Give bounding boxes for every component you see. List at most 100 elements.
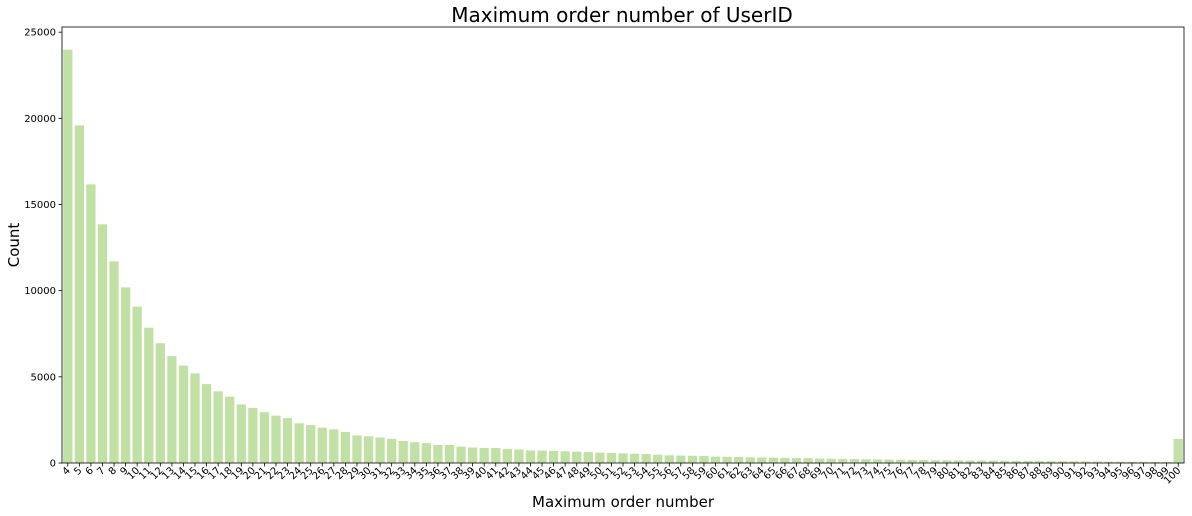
x-tick-label: 6 — [84, 465, 96, 477]
bar-88 — [1034, 461, 1045, 463]
bar-34 — [410, 442, 420, 463]
bar-78 — [919, 460, 929, 463]
y-tick-label: 25000 — [24, 28, 56, 39]
bar-58 — [687, 455, 698, 463]
bar-47 — [560, 451, 570, 463]
bar-59 — [699, 456, 709, 463]
bar-12 — [155, 343, 165, 463]
bar-94 — [1104, 461, 1114, 463]
bar-42 — [502, 448, 512, 463]
bar-53 — [629, 453, 640, 463]
bar-83 — [976, 460, 987, 463]
bar-21 — [259, 412, 270, 463]
bar-92 — [1081, 461, 1091, 463]
x-tick-label: 7 — [95, 465, 107, 477]
bar-39 — [468, 447, 478, 463]
bar-20 — [248, 407, 258, 463]
x-axis-label: Maximum order number — [532, 493, 715, 511]
bar-68 — [803, 458, 813, 463]
bar-99 — [1162, 461, 1172, 463]
bar-93 — [1092, 461, 1102, 463]
bar-96 — [1127, 461, 1137, 463]
bar-7 — [97, 224, 108, 463]
bar-77 — [907, 459, 917, 463]
bar-13 — [167, 356, 177, 463]
bar-63 — [745, 457, 755, 463]
bar-54 — [641, 454, 651, 463]
chart-title: Maximum order number of UserID — [451, 3, 793, 27]
bar-74 — [872, 459, 883, 463]
bar-28 — [340, 431, 351, 463]
bar-87 — [1023, 461, 1033, 463]
bar-35 — [421, 443, 431, 463]
bar-43 — [514, 449, 524, 463]
bar-41 — [491, 448, 501, 463]
bar-17 — [213, 391, 223, 463]
bar-76 — [895, 459, 906, 463]
bar-14 — [178, 365, 189, 463]
bar-37 — [444, 444, 455, 463]
bar-84 — [988, 460, 998, 463]
bar-51 — [606, 453, 617, 463]
bar-10 — [132, 306, 142, 463]
bar-27 — [329, 429, 339, 463]
y-tick-label: 15000 — [24, 200, 56, 211]
y-tick-label: 5000 — [31, 372, 56, 383]
bar-82 — [965, 460, 975, 463]
bar-71 — [838, 458, 848, 463]
bar-97 — [1138, 461, 1149, 463]
y-tick-label: 10000 — [24, 286, 56, 297]
bar-70 — [826, 458, 836, 463]
bar-9 — [120, 287, 131, 463]
bar-29 — [352, 435, 362, 463]
bar-8 — [109, 261, 119, 463]
bar-91 — [1069, 461, 1079, 463]
bar-86 — [1011, 460, 1021, 463]
bar-26 — [317, 427, 327, 463]
bar-44 — [525, 450, 536, 463]
bar-11 — [144, 327, 154, 463]
x-axis: 4 5 6 7 8 91011121314151617181920212223242526… — [61, 463, 1183, 487]
y-axis: 0 5000 10000 15000 20000 25000 — [24, 28, 62, 470]
bar-40 — [479, 448, 489, 463]
bar-24 — [294, 423, 304, 463]
bar-25 — [306, 425, 316, 463]
bar-61 — [722, 456, 732, 463]
bar-16 — [201, 384, 212, 463]
bar-100 — [1173, 438, 1183, 463]
y-axis-label: Count — [5, 223, 23, 268]
bar-55 — [653, 454, 663, 463]
bar-85 — [1000, 460, 1010, 463]
bar-69 — [815, 458, 825, 463]
y-tick-label: 20000 — [24, 114, 56, 125]
x-tick-label: 4 — [61, 465, 73, 477]
bar-15 — [190, 373, 200, 463]
bar-49 — [583, 452, 593, 463]
bar-30 — [363, 436, 374, 463]
bar-56 — [664, 455, 674, 463]
x-tick-label: 8 — [107, 465, 119, 477]
bars-group — [63, 49, 1183, 464]
bar-89 — [1046, 461, 1056, 463]
bar-45 — [537, 450, 547, 463]
bar-90 — [1057, 461, 1068, 463]
bar-75 — [884, 459, 894, 463]
bar-81 — [953, 460, 964, 463]
bar-22 — [271, 415, 281, 463]
bar-66 — [780, 457, 790, 463]
bar-31 — [375, 437, 385, 463]
bar-18 — [225, 396, 235, 463]
bar-62 — [734, 456, 744, 463]
plot-frame — [61, 26, 1185, 464]
bar-33 — [398, 440, 408, 463]
y-tick-label: 0 — [50, 459, 56, 470]
bar-32 — [387, 438, 397, 463]
bar-79 — [930, 460, 940, 463]
bar-19 — [236, 404, 246, 463]
bar-50 — [595, 452, 605, 463]
bar-38 — [456, 446, 466, 463]
bar-48 — [572, 451, 582, 463]
bar-73 — [861, 459, 871, 463]
x-tick-label: 5 — [72, 465, 84, 477]
